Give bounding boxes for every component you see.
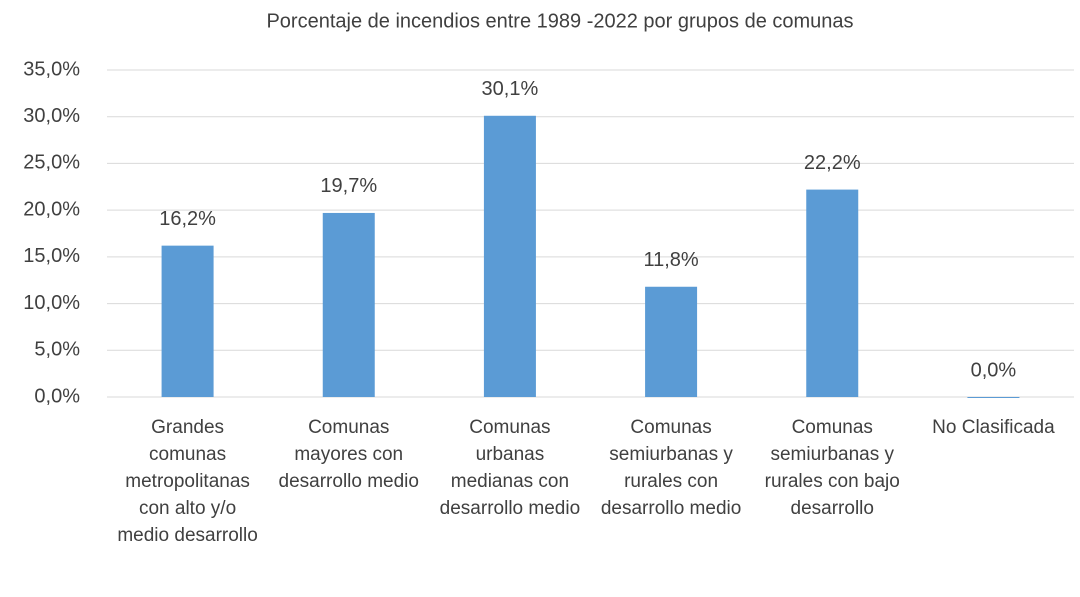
bar xyxy=(483,115,536,397)
x-tick-label: Comunas urbanas medianas con desarrollo … xyxy=(439,417,581,519)
data-label: 0,0% xyxy=(971,359,1017,381)
x-tick-label: Comunas semiurbanas y rurales con desarr… xyxy=(600,417,742,519)
bar xyxy=(645,286,698,397)
chart-title: Porcentaje de incendios entre 1989 -2022… xyxy=(266,10,853,32)
y-tick-label: 25,0% xyxy=(23,152,80,174)
data-label: 22,2% xyxy=(804,152,861,174)
x-tick-label: Grandes comunas metropolitanas con alto … xyxy=(117,417,258,546)
bar xyxy=(806,189,859,397)
y-tick-label: 0,0% xyxy=(34,385,80,407)
bar xyxy=(161,245,214,397)
x-tick-label: No Clasificada xyxy=(932,417,1055,438)
y-tick-label: 30,0% xyxy=(23,105,80,127)
data-label: 11,8% xyxy=(643,249,698,271)
bar xyxy=(322,212,375,397)
x-tick-label: Comunas semiurbanas y rurales con bajo d… xyxy=(764,417,900,519)
x-tick-label: Comunas mayores con desarrollo medio xyxy=(278,417,419,492)
y-tick-label: 20,0% xyxy=(23,198,80,220)
y-tick-label: 10,0% xyxy=(23,292,80,314)
bar xyxy=(967,397,1020,398)
data-label: 30,1% xyxy=(482,78,539,100)
data-label: 16,2% xyxy=(159,208,216,230)
y-tick-label: 35,0% xyxy=(23,58,80,80)
y-tick-label: 5,0% xyxy=(34,339,80,361)
data-label: 19,7% xyxy=(320,175,377,197)
y-tick-label: 15,0% xyxy=(23,245,80,267)
